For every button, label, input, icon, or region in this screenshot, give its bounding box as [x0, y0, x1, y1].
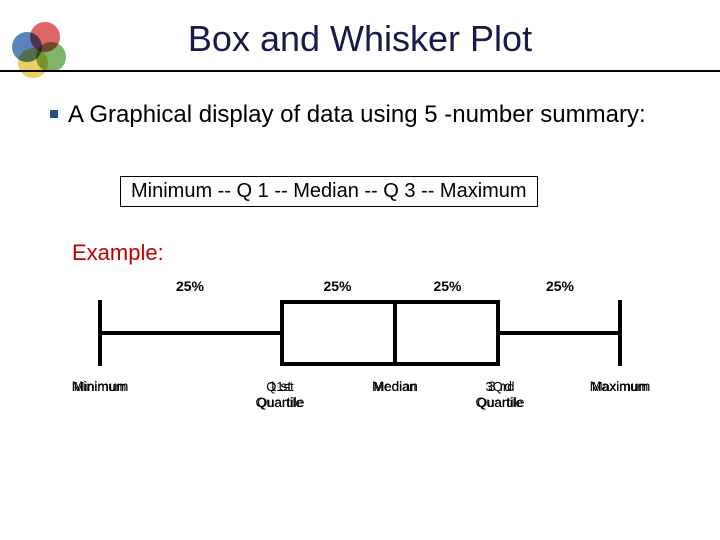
slide: Box and Whisker Plot A Graphical display… [0, 0, 720, 540]
page-title: Box and Whisker Plot [0, 18, 720, 72]
pct-label: 25% [323, 278, 351, 294]
bullet-icon [50, 110, 58, 118]
axis-label-overlay: Q1st [266, 380, 293, 395]
axis-label-overlay: Quartile [477, 396, 523, 411]
summary-box: Minimum -- Q 1 -- Median -- Q 3 -- Maxim… [120, 176, 538, 207]
pct-label: 25% [546, 278, 574, 294]
bullet-text: A Graphical display of data using 5 -num… [68, 100, 680, 130]
axis-label-q3: 3 rd Quartile 3Qrd Quartile [475, 378, 524, 410]
bullet-row: A Graphical display of data using 5 -num… [68, 100, 680, 130]
whisker-right [500, 331, 620, 335]
example-label: Example: [72, 240, 164, 266]
box-whisker-plot: 25% 25% 25% 25% Minimum Minimum 1 st Qua… [100, 278, 630, 408]
axis-label-overlay: Maximum [592, 380, 648, 395]
cap-max [618, 300, 622, 366]
cap-min [98, 300, 102, 366]
whisker-left [100, 331, 280, 335]
iqr-box [280, 300, 500, 366]
axis-label-overlay: 3Qrd [486, 380, 515, 395]
axis-label-median: Median Median [372, 378, 418, 394]
median-line [393, 300, 397, 366]
pct-label: 25% [433, 278, 461, 294]
axis-label-min: Minimum Minimum [72, 378, 129, 394]
axis-label-overlay: Median [374, 380, 417, 395]
pct-label: 25% [176, 278, 204, 294]
axis-label-q1: 1 st Quartile Q1st Quartile [255, 378, 304, 410]
axis-label-overlay: Quartile [257, 396, 303, 411]
axis-label-max: Maximum Maximum [590, 378, 651, 394]
axis-label-overlay: Minimum [74, 380, 127, 395]
